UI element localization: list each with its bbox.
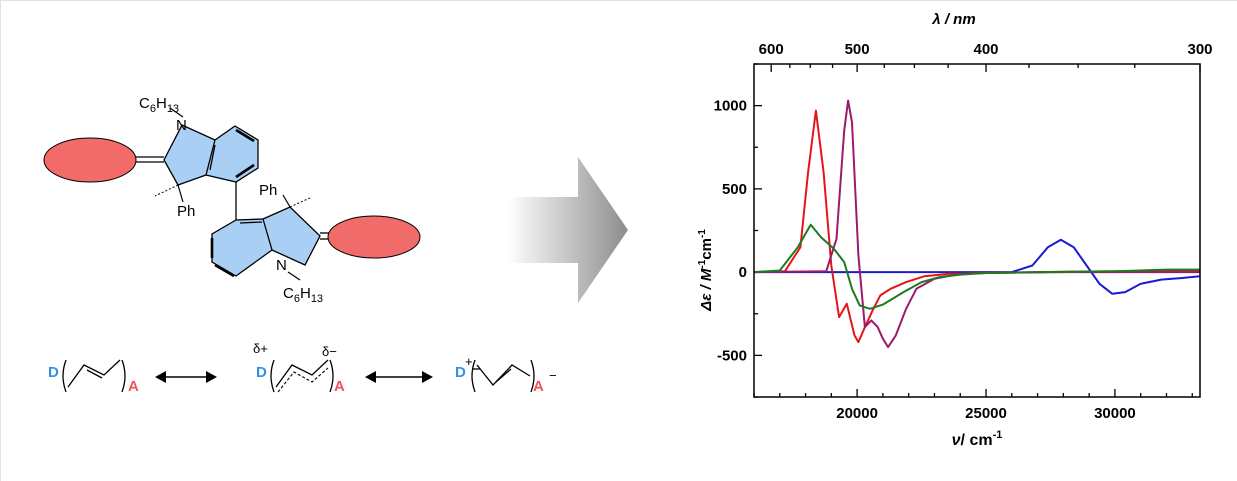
indole-bottom-fill <box>263 207 320 265</box>
hexyl-bottom-label: C6H13 <box>283 285 323 305</box>
y-tick-label: 1000 <box>714 98 747 115</box>
series-line-3 <box>753 223 1200 310</box>
x-axis-title: ν/ cm-1 <box>952 429 1003 449</box>
acceptor-label-3: A <box>533 378 544 395</box>
n-bottom-label: N <box>276 257 287 274</box>
top-tick-label: 500 <box>845 41 870 58</box>
chart-axes: 20000 25000 30000 1000 500 0 -500 600 500 400 300 <box>714 41 1213 422</box>
top-tick-label: 300 <box>1187 41 1212 58</box>
indole-top-fill <box>164 125 215 185</box>
ph-top-label: Ph <box>177 203 195 220</box>
acceptor-ellipse-right <box>327 215 421 259</box>
plus-label: + <box>465 354 473 369</box>
donor-label-3: D <box>455 364 466 381</box>
x-tick-label: 30000 <box>1094 405 1136 422</box>
donor-label-2: D <box>256 364 267 381</box>
molecule-scheme: N C6H13 Ph Ph N C6H13 D A δ+ D δ− A D + <box>43 95 628 395</box>
y-tick-label: -500 <box>717 347 747 364</box>
n-top-label: N <box>176 117 187 134</box>
delta-plus-label: δ+ <box>253 341 268 356</box>
acceptor-ellipse-left <box>43 137 137 183</box>
series-line-0 <box>754 238 1201 295</box>
acceptor-label-2: A <box>334 378 345 395</box>
top-axis-title: λ / nm <box>931 11 975 28</box>
process-arrow <box>508 157 628 303</box>
series-line-1 <box>753 109 1201 344</box>
ph-bottom-label: Ph <box>259 182 277 199</box>
x-tick-label: 25000 <box>965 405 1007 422</box>
benzo-top-fill <box>206 126 258 182</box>
y-axis-title: Δε / M-1cm-1 <box>697 229 715 312</box>
plot-frame <box>753 63 1201 398</box>
delta-minus-label: δ− <box>322 344 337 359</box>
series-line-2 <box>753 99 1200 349</box>
y-tick-label: 0 <box>739 264 747 281</box>
acceptor-label-1: A <box>128 378 139 395</box>
plot-border <box>753 63 1201 398</box>
benzo-bottom-fill <box>212 219 272 276</box>
minus-label: − <box>549 368 557 383</box>
hexyl-top-label: C6H13 <box>139 95 179 115</box>
donor-label-1: D <box>48 364 59 381</box>
chart-series <box>753 99 1201 349</box>
x-tick-label: 20000 <box>836 405 878 422</box>
top-tick-label: 600 <box>759 41 784 58</box>
y-tick-label: 500 <box>722 181 747 198</box>
top-tick-label: 400 <box>974 41 999 58</box>
